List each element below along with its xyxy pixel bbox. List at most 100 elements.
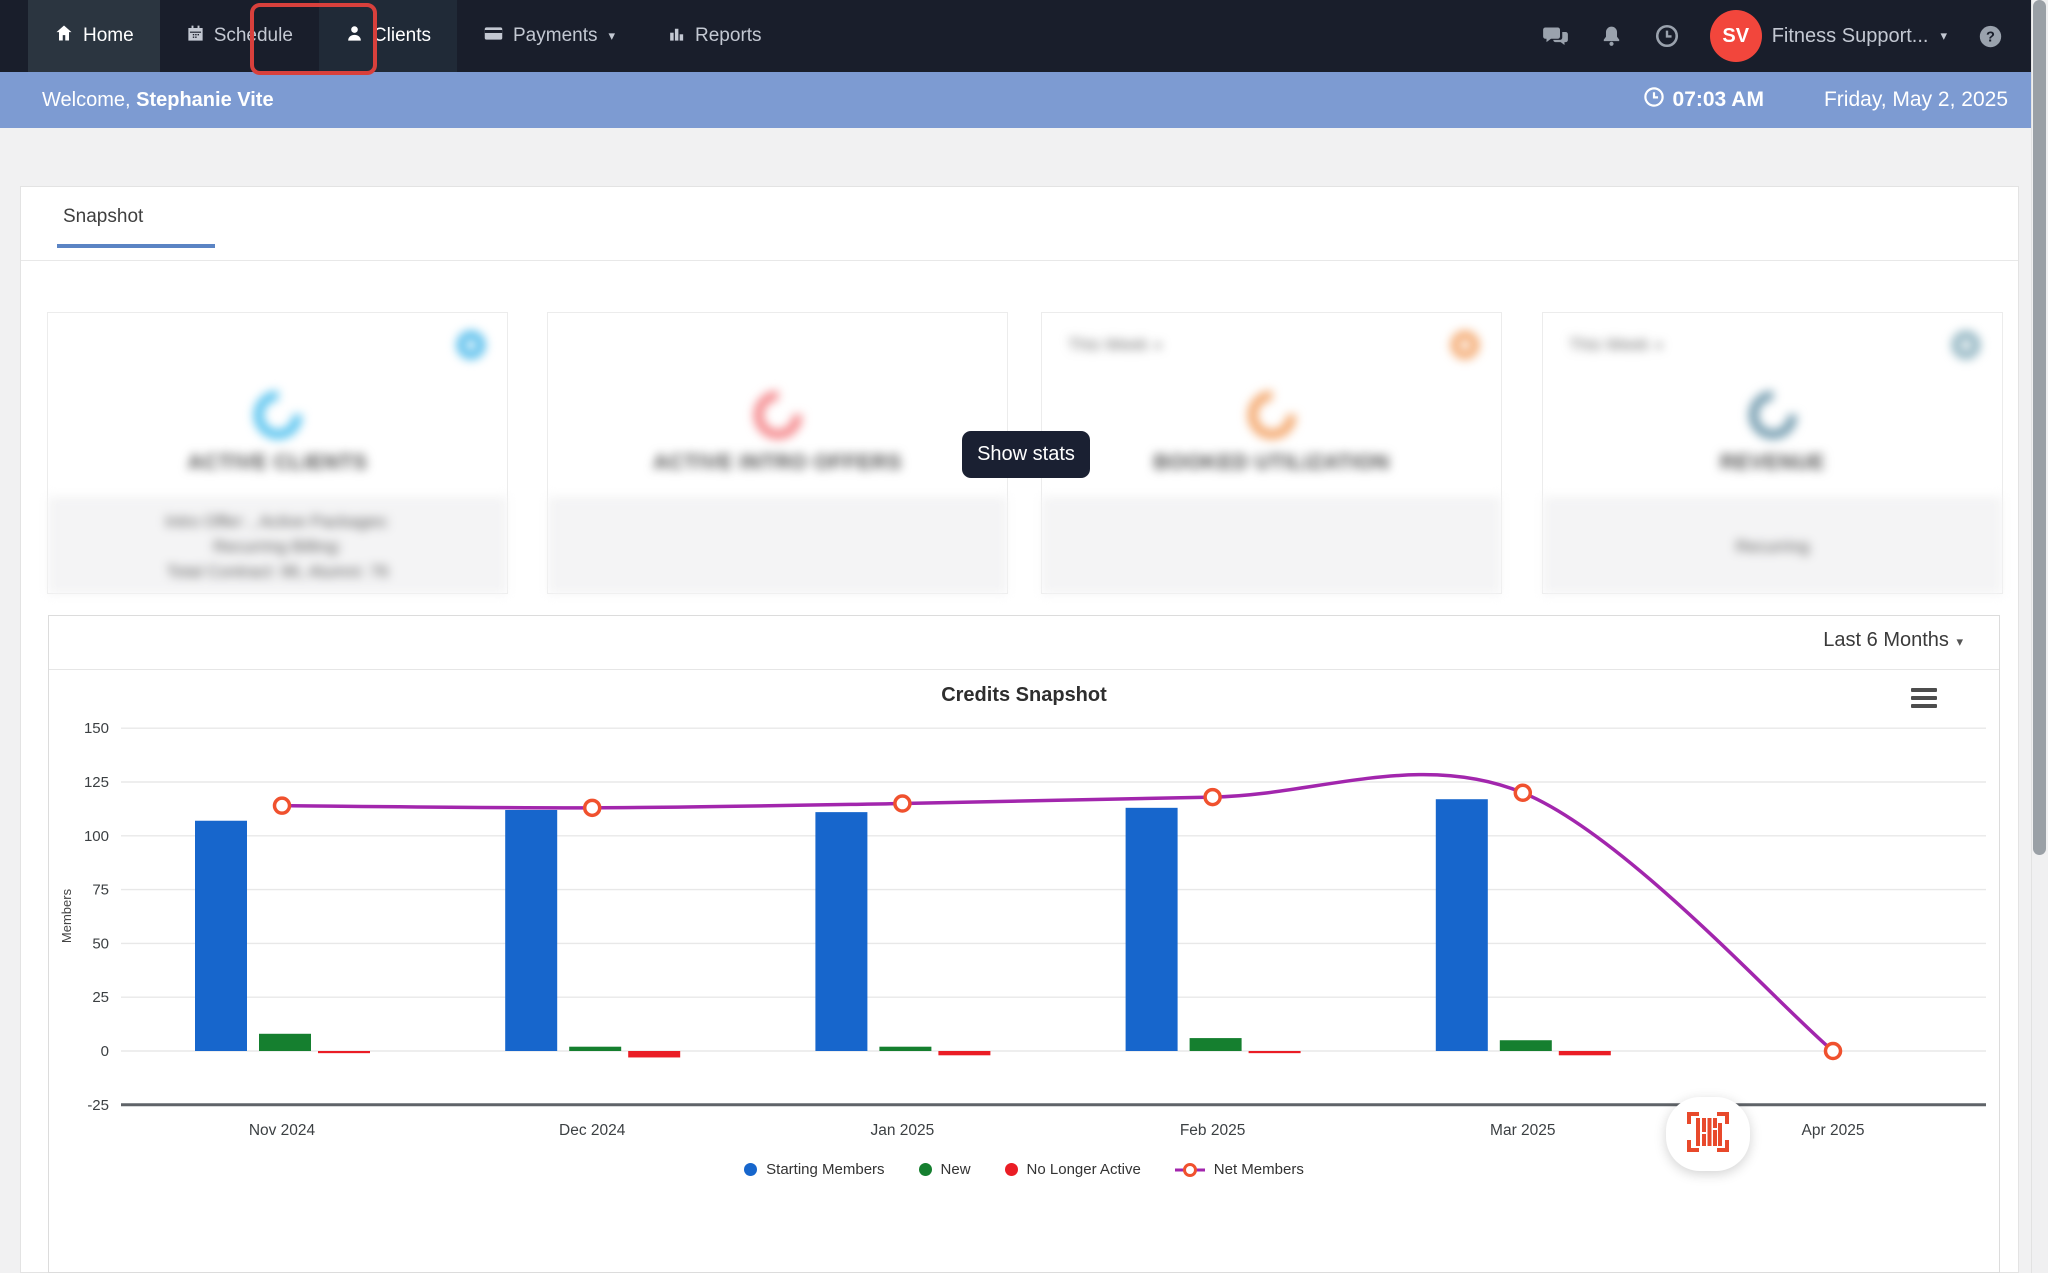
stat-card-active-clients[interactable]: ACTIVE CLIENTS Intro Offer: , Active Pac… [47,312,508,594]
bell-icon[interactable] [1599,24,1624,49]
date-value: Friday, May 2, 2025 [1823,88,2008,111]
svg-text:Nov 2024: Nov 2024 [249,1122,316,1139]
loading-spinner [743,381,812,449]
chart-header: Last 6 Months ▾ [49,616,1999,670]
nav-items: Home Schedule Clients Payments ▾ Reports [28,0,788,72]
stat-card-title: ACTIVE CLIENTS [187,451,368,474]
chart-title: Credits Snapshot [941,684,1107,706]
legend-label: New [940,1161,971,1178]
loading-spinner [1237,381,1306,449]
legend-item-net-members[interactable]: Net Members [1174,1161,1304,1178]
stat-card-footer [548,497,1007,594]
svg-text:Jan 2025: Jan 2025 [871,1122,935,1139]
nav-label: Home [83,25,134,46]
nav-label: Reports [695,25,762,46]
page-scrollbar-track[interactable] [2031,0,2048,1273]
barcode-scan-icon [1684,1110,1732,1159]
svg-text:75: 75 [92,882,109,899]
svg-text:50: 50 [92,935,109,952]
footer-line: Recurring [1735,536,1810,556]
tab-active-underline [57,244,215,248]
chevron-down-icon: ▾ [608,28,616,43]
nav-item-schedule[interactable]: Schedule [160,0,319,72]
chat-icon[interactable] [1542,23,1569,50]
credits-snapshot-panel: Last 6 Months ▾ Credits Snapshot 150 125 1… [48,615,2000,1273]
scan-widget-button[interactable] [1666,1097,1750,1171]
welcome-datetime: 07:03 AM Friday, May 2, 2025 [1643,86,2008,114]
top-navbar: Home Schedule Clients Payments ▾ Reports… [0,0,2048,72]
stat-card-title: ACTIVE INTRO OFFERS [653,451,902,474]
welcome-bar: Welcome, Stephanie Vite 07:03 AM Friday,… [0,72,2048,128]
svg-text:25: 25 [92,989,109,1006]
clock-icon[interactable] [1654,23,1680,49]
legend-label: Starting Members [766,1161,885,1178]
page-scrollbar-thumb[interactable] [2033,0,2046,855]
stat-card-revenue[interactable]: This Week ▾ REVENUE Recurring [1542,312,2003,594]
legend-dot-icon [918,1163,932,1176]
home-icon [54,23,74,49]
legend-dot-icon [1004,1163,1018,1176]
stat-card-footer [1042,497,1501,594]
chevron-down-icon: ▾ [1655,338,1663,353]
welcome-greeting: Welcome, [42,88,131,111]
loading-spinner [1738,381,1807,449]
stat-card-active-intro-offers[interactable]: ACTIVE INTRO OFFERS [547,312,1008,594]
footer-line: Intro Offer: , Active Packages: [165,511,390,531]
credits-snapshot-chart: 150 125 100 75 50 25 0 -25 Members Nov 2024 Dec 20… [59,720,1986,1139]
time-value: 07:03 AM [1672,88,1764,111]
loading-spinner [243,381,312,449]
svg-text:Apr 2025: Apr 2025 [1802,1122,1865,1139]
stat-card-booked-utilization[interactable]: This Week ▾ BOOKED UTILIZATION [1041,312,1502,594]
nav-item-payments[interactable]: Payments ▾ [457,0,641,72]
avatar[interactable]: SV [1709,10,1762,62]
chevron-down-icon: ▾ [1956,634,1963,649]
period-dropdown[interactable]: This Week ▾ [1068,335,1162,354]
svg-text:125: 125 [84,774,109,791]
legend-dot-icon [744,1163,758,1176]
current-time: 07:03 AM [1643,86,1764,114]
nav-label: Schedule [213,25,293,46]
svg-text:Dec 2024: Dec 2024 [559,1122,626,1139]
nav-label: Payments [513,25,598,46]
svg-text:Mar 2025: Mar 2025 [1490,1122,1555,1139]
stat-card-footer: Recurring [1543,497,2002,594]
chevron-down-icon: ▾ [1940,28,1947,43]
net-members-swatch-icon [1174,1162,1205,1177]
nav-item-home[interactable]: Home [28,0,160,72]
account-menu[interactable]: SV Fitness Support... ▾ [1709,10,1947,62]
svg-text:0: 0 [101,1043,109,1060]
legend-item-starting-members[interactable]: Starting Members [744,1161,885,1178]
svg-text:Members: Members [59,888,74,943]
period-dropdown[interactable]: This Week ▾ [1569,335,1663,354]
bar-chart-icon [667,24,686,49]
svg-text:?: ? [1986,29,1995,45]
donut-icon [1451,331,1479,359]
help-icon[interactable]: ? [1977,23,2004,50]
donut-icon [457,331,485,359]
svg-text:-25: -25 [87,1097,109,1114]
show-stats-button[interactable]: Show stats [962,431,1090,478]
credit-card-icon [483,23,504,50]
nav-item-reports[interactable]: Reports [641,0,788,72]
account-name: Fitness Support... [1771,24,1929,47]
svg-text:100: 100 [84,828,109,845]
calendar-icon [186,24,205,49]
stat-card-title: BOOKED UTILIZATION [1153,451,1390,474]
donut-icon [1952,331,1980,359]
tab-snapshot[interactable]: Snapshot [63,206,144,227]
svg-text:Feb 2025: Feb 2025 [1180,1122,1246,1139]
stat-card-title: REVENUE [1719,451,1826,474]
footer-line: Recurring Billing: [213,536,342,556]
chart-legend: Starting Members New No Longer Active Net M… [49,1161,1999,1178]
legend-item-no-longer-active[interactable]: No Longer Active [1004,1161,1141,1178]
welcome-user-name: Stephanie Vite [136,88,274,111]
nav-label: Clients [372,25,431,46]
legend-item-new[interactable]: New [918,1161,971,1178]
clock-outline-icon [1643,86,1665,114]
nav-item-clients[interactable]: Clients [318,0,457,72]
hamburger-icon[interactable] [1911,688,1937,712]
chevron-down-icon: ▾ [1154,338,1162,353]
legend-label: No Longer Active [1026,1161,1141,1178]
date-range-dropdown[interactable]: Last 6 Months ▾ [1823,629,1963,651]
person-icon [345,24,364,49]
